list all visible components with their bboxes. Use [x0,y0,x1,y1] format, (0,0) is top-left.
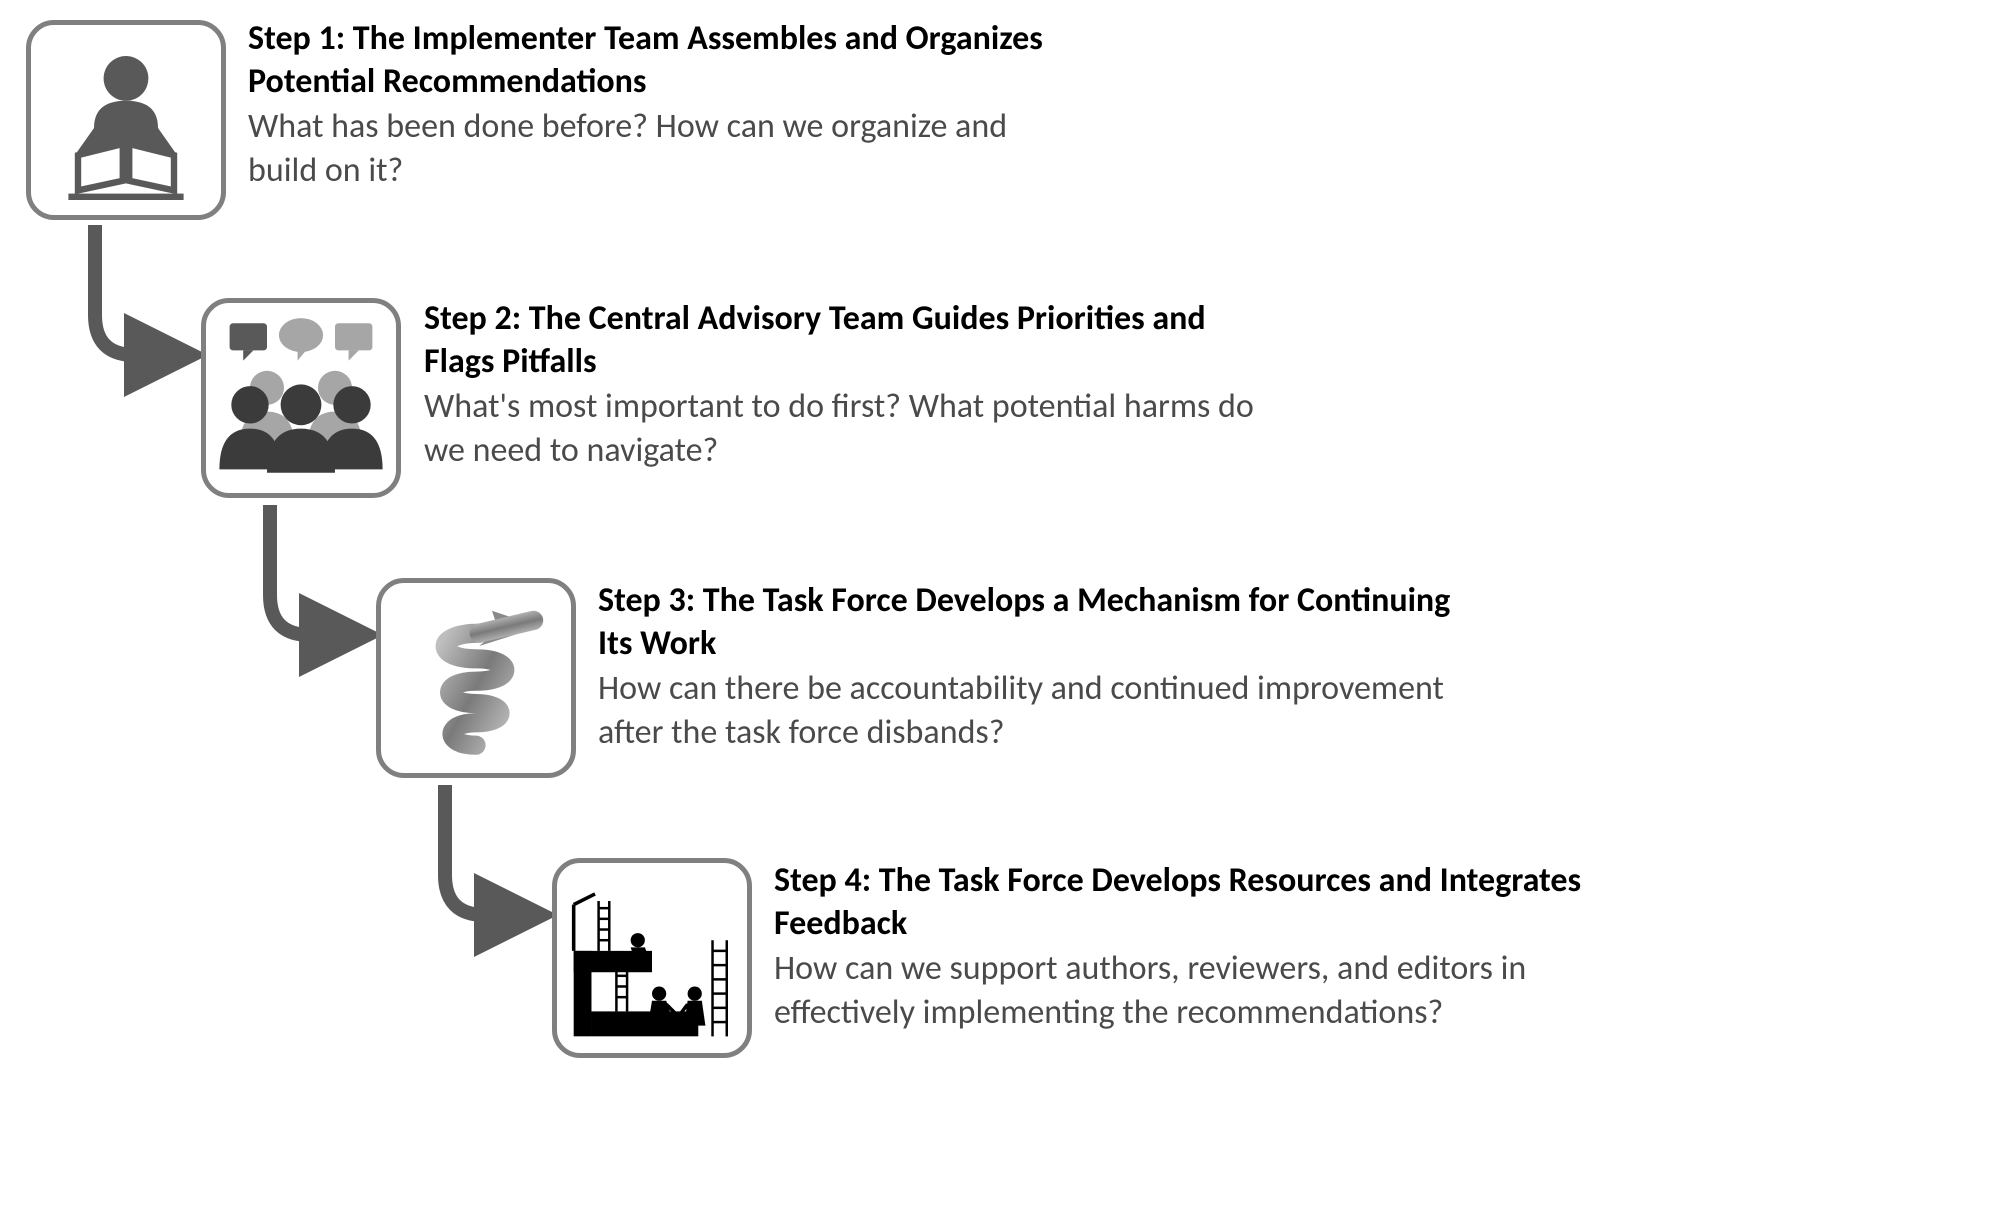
group-icon [216,313,386,483]
step3-title: Step 3: The Task Force Develops a Mechan… [598,580,1468,665]
step4-text: Step 4: The Task Force Develops Resource… [774,860,1674,1035]
step3-icon-box [376,578,576,778]
step1-text: Step 1: The Implementer Team Assembles a… [248,18,1048,193]
step1-title: Step 1: The Implementer Team Assembles a… [248,18,1048,103]
step1-icon-box [26,20,226,220]
step3-text: Step 3: The Task Force Develops a Mechan… [598,580,1468,755]
step4-title: Step 4: The Task Force Develops Resource… [774,860,1674,945]
step2-desc: What's most important to do first? What … [424,385,1274,473]
step2-icon-box [201,298,401,498]
step2-text: Step 2: The Central Advisory Team Guides… [424,298,1274,473]
step4-icon-box [552,858,752,1058]
step1-desc: What has been done before? How can we or… [248,105,1048,193]
step2-title: Step 2: The Central Advisory Team Guides… [424,298,1274,383]
step3-desc: How can there be accountability and cont… [598,667,1468,755]
spiral-arrow-icon [396,598,556,758]
reader-icon [46,40,206,200]
construction-icon [563,869,741,1047]
step4-desc: How can we support authors, reviewers, a… [774,947,1674,1035]
